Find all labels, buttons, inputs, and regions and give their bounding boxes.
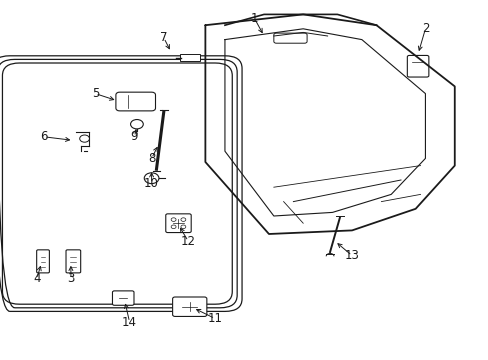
- FancyBboxPatch shape: [66, 250, 81, 273]
- FancyBboxPatch shape: [407, 55, 428, 77]
- Circle shape: [80, 135, 89, 142]
- Text: 14: 14: [122, 316, 137, 329]
- Circle shape: [181, 225, 185, 229]
- Text: 3: 3: [67, 273, 75, 285]
- Text: 2: 2: [421, 22, 428, 35]
- FancyBboxPatch shape: [165, 214, 191, 233]
- Text: 12: 12: [181, 235, 195, 248]
- Circle shape: [171, 218, 176, 221]
- Circle shape: [144, 173, 159, 184]
- Text: 10: 10: [144, 177, 159, 190]
- FancyBboxPatch shape: [37, 250, 49, 273]
- Circle shape: [171, 225, 176, 229]
- Text: 4: 4: [33, 273, 41, 285]
- Text: 11: 11: [207, 312, 222, 325]
- Text: 6: 6: [40, 130, 48, 143]
- Text: 1: 1: [250, 12, 258, 24]
- Text: 8: 8: [147, 152, 155, 165]
- FancyBboxPatch shape: [172, 297, 206, 316]
- FancyBboxPatch shape: [116, 92, 155, 111]
- FancyBboxPatch shape: [112, 291, 134, 305]
- Circle shape: [130, 120, 143, 129]
- Text: 13: 13: [344, 249, 359, 262]
- Circle shape: [181, 218, 185, 221]
- FancyBboxPatch shape: [273, 33, 306, 43]
- FancyBboxPatch shape: [180, 54, 200, 61]
- Text: 9: 9: [130, 130, 138, 143]
- Text: 5: 5: [91, 87, 99, 100]
- Text: 7: 7: [160, 31, 167, 44]
